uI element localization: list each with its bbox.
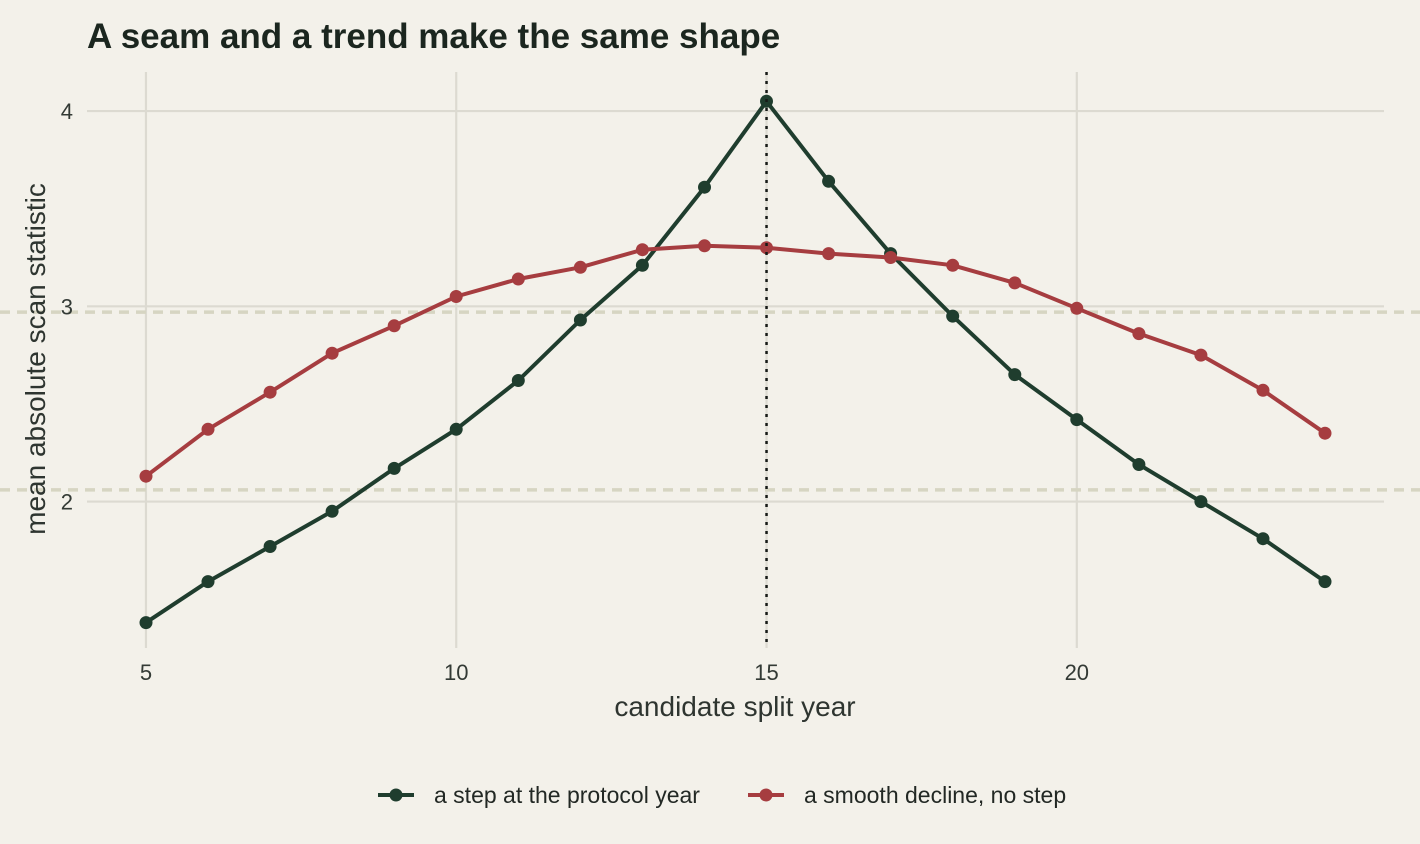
y-axis-label: mean absolute scan statistic xyxy=(20,183,51,535)
data-point xyxy=(325,346,339,360)
data-point xyxy=(946,258,960,272)
data-point xyxy=(760,241,773,255)
data-point xyxy=(698,180,711,194)
data-point xyxy=(1132,458,1146,471)
legend-key-point xyxy=(759,788,773,802)
data-point xyxy=(884,251,898,264)
data-point xyxy=(635,258,649,272)
data-point xyxy=(573,260,587,274)
legend-key xyxy=(748,788,784,802)
x-tick-label: 5 xyxy=(140,660,152,685)
legend: a step at the protocol year a smooth decl… xyxy=(378,782,1066,808)
data-point xyxy=(201,422,215,436)
legend-label: a step at the protocol year xyxy=(434,782,700,808)
legend-key xyxy=(378,788,414,802)
data-point xyxy=(325,504,339,518)
data-point xyxy=(1256,383,1270,397)
data-point xyxy=(1194,348,1208,362)
data-point xyxy=(1318,575,1332,589)
data-point xyxy=(263,385,277,399)
tick-labels: 5 10 15 20 2 3 4 xyxy=(61,99,1089,685)
data-point xyxy=(387,319,401,333)
data-point xyxy=(946,309,960,323)
data-point xyxy=(1070,301,1084,315)
data-point xyxy=(573,313,587,327)
series-line xyxy=(144,99,1327,625)
data-point xyxy=(449,290,463,303)
series-1 xyxy=(139,94,1332,630)
chart-title: A seam and a trend make the same shape xyxy=(87,17,780,56)
series-group xyxy=(139,94,1332,630)
data-point xyxy=(511,374,525,387)
series-2 xyxy=(139,239,1332,483)
y-tick-label: 4 xyxy=(61,99,73,124)
data-point xyxy=(698,239,711,253)
data-point xyxy=(139,616,153,630)
x-axis-label: candidate split year xyxy=(614,691,855,722)
data-point xyxy=(822,174,836,188)
legend-key-point xyxy=(389,788,403,802)
x-tick-label: 20 xyxy=(1065,660,1089,685)
y-tick-label: 2 xyxy=(61,490,73,515)
data-point xyxy=(1132,327,1146,341)
series-line xyxy=(144,243,1327,479)
x-tick-label: 15 xyxy=(754,660,778,685)
data-point xyxy=(139,469,153,483)
data-point xyxy=(1008,276,1022,290)
y-tick-label: 3 xyxy=(61,294,73,319)
data-point xyxy=(1070,413,1084,427)
data-point xyxy=(1194,495,1208,509)
legend-label: a smooth decline, no step xyxy=(804,782,1066,808)
reference-lines xyxy=(0,310,1420,492)
grid xyxy=(87,72,1384,648)
data-point xyxy=(201,575,215,589)
data-point xyxy=(1008,368,1022,382)
x-tick-label: 10 xyxy=(444,660,468,685)
data-point xyxy=(822,247,836,261)
data-point xyxy=(387,461,401,475)
data-point xyxy=(449,422,463,436)
data-point xyxy=(1318,426,1332,440)
data-point xyxy=(511,272,525,286)
data-point xyxy=(1256,532,1270,546)
data-point xyxy=(263,540,277,553)
data-point xyxy=(635,243,649,257)
